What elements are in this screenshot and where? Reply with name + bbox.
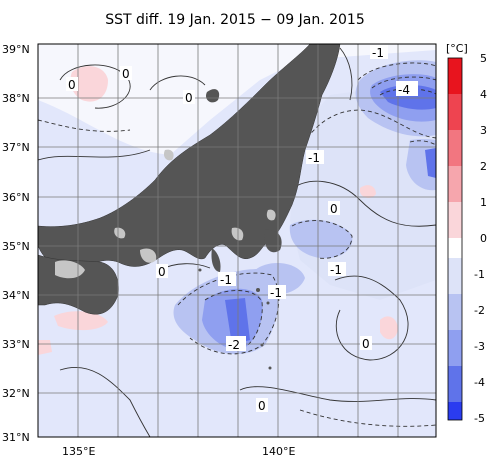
sst-warm-area [54, 311, 108, 331]
colorbar: [°C] 5 4 3 2 1 0 -1 -2 -3 -4 -5 [446, 42, 487, 425]
colorbar-tick: -4 [474, 376, 485, 389]
sst-warm-area [380, 316, 398, 340]
inland-water [231, 227, 244, 241]
colorbar-tick: 2 [480, 160, 487, 173]
contour-line-dashed [177, 272, 280, 355]
colorbar-tick: -1 [474, 268, 485, 281]
colorbar-segment [448, 94, 462, 130]
colorbar-segment [448, 58, 462, 94]
lat-label: 39°N [2, 43, 30, 56]
sst-warm-area [360, 185, 376, 198]
sst-strong-cool-area [225, 298, 250, 345]
lat-label: 36°N [2, 191, 30, 204]
sst-warm-area [70, 66, 108, 102]
small-island [268, 366, 272, 370]
sst-cool-area [289, 219, 353, 259]
lat-label: 34°N [2, 289, 30, 302]
lat-label: 37°N [2, 141, 30, 154]
map-title: SST diff. 19 Jan. 2015 − 09 Jan. 2015 [105, 12, 365, 28]
contour-labels: 0 0 0 -1 -4 -1 0 0 -1 -1 -1 -2 0 0 [66, 45, 418, 413]
colorbar-segment [448, 366, 462, 402]
latitude-labels: 39°N 38°N 37°N 36°N 35°N 34°N 33°N 32°N … [2, 43, 30, 444]
small-island [198, 268, 202, 272]
contour-label: 0 [158, 265, 166, 279]
contour-line-dashed [357, 62, 436, 81]
colorbar-tick: 5 [480, 52, 487, 65]
map-frame [37, 43, 437, 438]
colorbar-tick: -2 [474, 304, 485, 317]
contour-line [38, 149, 151, 161]
colorbar-segment [448, 130, 462, 166]
colorbar-tick: 4 [480, 88, 487, 101]
contour-label: 0 [330, 202, 338, 216]
land-sado-island [206, 89, 220, 103]
longitude-labels: 135°E 140°E [62, 445, 295, 458]
contour-label: 0 [362, 337, 370, 351]
inland-water [55, 260, 85, 279]
colorbar-segment [448, 402, 462, 420]
contour-label: -1 [270, 286, 282, 300]
contour-label: 0 [122, 67, 130, 81]
land-boso-peninsula [264, 229, 282, 253]
contour-line-dashed [409, 140, 436, 146]
colorbar-segment [448, 258, 462, 294]
contour-line-dashed [291, 220, 353, 259]
contour-label: -2 [228, 338, 240, 352]
colorbar-segment [448, 238, 462, 258]
colorbar-tick: 1 [480, 196, 487, 209]
contour-label: 0 [258, 399, 266, 413]
lat-label: 35°N [2, 240, 30, 253]
contour-line [289, 180, 436, 227]
colorbar-segment [448, 166, 462, 202]
sst-strong-cool-area [380, 85, 436, 110]
contour-line-dashed [38, 119, 131, 132]
colorbar-unit: [°C] [446, 42, 468, 55]
contour-line [59, 366, 151, 437]
lat-label: 33°N [2, 338, 30, 351]
contour-line-dashed [299, 109, 436, 151]
contour-label: 0 [68, 78, 76, 92]
colorbar-tick: 0 [480, 232, 487, 245]
lon-label: 135°E [62, 445, 95, 458]
small-island [256, 288, 260, 292]
contour-label: 0 [185, 91, 193, 105]
contour-line [239, 386, 436, 402]
lon-label: 140°E [262, 445, 295, 458]
contour-label: -1 [330, 263, 342, 277]
sst-cool-area [255, 263, 305, 295]
colorbar-segment [448, 202, 462, 238]
colorbar-segment [448, 294, 462, 330]
colorbar-segment [448, 330, 462, 366]
land-izu-peninsula [211, 248, 221, 272]
contour-label: -4 [398, 83, 410, 97]
colorbar-frame [447, 57, 463, 421]
inland-water [163, 149, 174, 161]
inland-water [266, 209, 276, 221]
colorbar-tick: -3 [474, 340, 485, 353]
inland-water [140, 248, 157, 263]
contour-label: -1 [220, 273, 232, 287]
contour-line [149, 75, 206, 91]
inland-water [114, 227, 126, 239]
contour-label: -1 [308, 151, 320, 165]
contour-line-dashed [371, 76, 436, 89]
small-island [266, 301, 270, 305]
colorbar-tick: -5 [474, 412, 485, 425]
contour-label: -1 [372, 46, 384, 60]
lat-label: 38°N [2, 92, 30, 105]
lat-label: 31°N [2, 431, 30, 444]
sst-strong-cool-area [425, 148, 436, 178]
contour-line [339, 47, 353, 101]
colorbar-tick: 3 [480, 124, 487, 137]
lat-label: 32°N [2, 387, 30, 400]
